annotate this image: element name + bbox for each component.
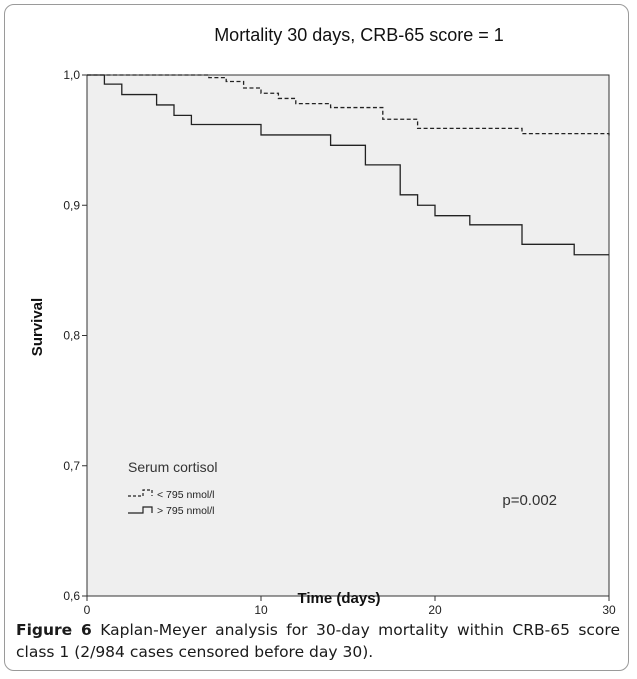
- x-tick-label: 0: [84, 603, 91, 617]
- series-high-cortisol-line: [87, 74, 609, 256]
- x-tick-label: 10: [254, 603, 268, 617]
- figure-label: Figure 6: [16, 621, 92, 639]
- series-layer: [87, 74, 610, 256]
- y-tick-label: 0,7: [63, 459, 80, 473]
- legend-title: Serum cortisol: [128, 459, 217, 475]
- legend: Serum cortisol < 795 nmol/l > 795 nmol/l: [128, 459, 217, 517]
- y-tick-label: 0,8: [63, 329, 80, 343]
- plot-area: [86, 74, 610, 597]
- y-axis-label: Survival: [29, 298, 46, 356]
- figure-caption: Figure 6 Kaplan-Meyer analysis for 30-da…: [16, 619, 620, 663]
- x-tick-label: 20: [428, 603, 442, 617]
- legend-swatch-low-cortisol: [128, 489, 153, 497]
- legend-item-high-cortisol: > 795 nmol/l: [157, 505, 215, 517]
- x-axis-label: Time (days): [297, 590, 380, 607]
- chart-title: Mortality 30 days, CRB-65 score = 1: [214, 25, 504, 45]
- y-tick-label: 1,0: [63, 68, 80, 82]
- legend-item-low-cortisol: < 795 nmol/l: [157, 489, 215, 501]
- x-axis: 0 10 20 30: [84, 596, 616, 617]
- x-tick-label: 30: [602, 603, 616, 617]
- y-tick-label: 0,6: [63, 589, 80, 603]
- y-tick-label: 0,9: [63, 198, 80, 212]
- p-value-annotation: p=0.002: [502, 492, 557, 509]
- caption-text: Kaplan-Meyer analysis for 30-day mortali…: [16, 621, 620, 661]
- y-axis: 0,6 0,7 0,8 0,9 1,0: [63, 68, 87, 603]
- legend-swatch-high-cortisol: [128, 506, 153, 514]
- series-low-cortisol-line: [87, 74, 610, 137]
